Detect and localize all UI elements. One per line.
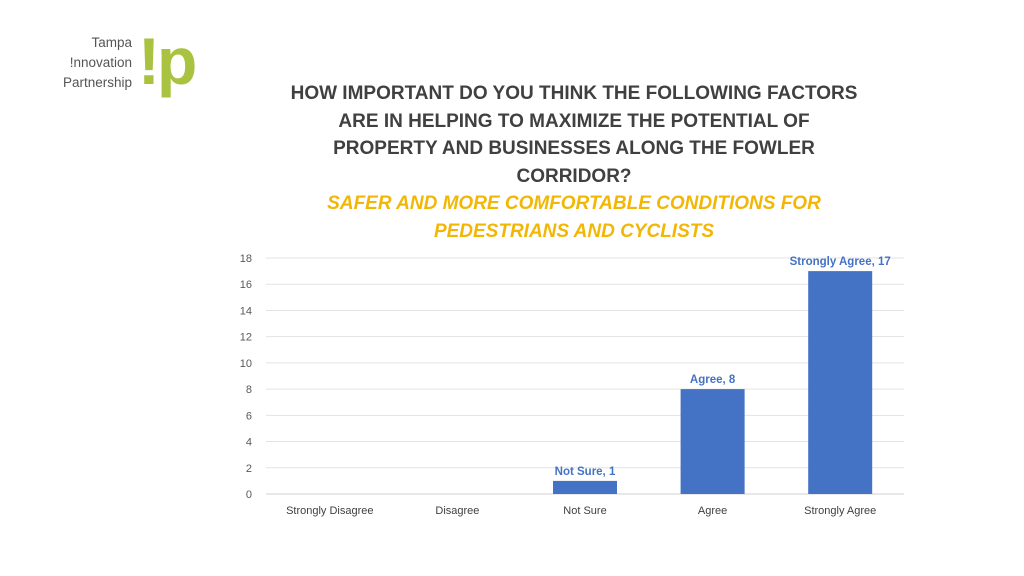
chart-subtitle: SAFER AND MORE COMFORTABLE CONDITIONS FO… [327,193,821,242]
y-tick-label: 14 [240,305,252,317]
y-tick-label: 18 [240,253,252,265]
x-category-label: Agree [698,505,727,517]
y-tick-label: 8 [246,384,252,396]
tampa-innovation-logo: Tampa !nnovation Partnership !p [58,24,208,110]
y-tick-label: 2 [246,463,252,475]
chart-title: HOW IMPORTANT DO YOU THINK THE FOLLOWING… [290,83,858,187]
bar-not-sure [553,480,617,494]
x-category-label: Disagree [435,505,479,517]
data-label: Not Sure, 1 [555,466,616,478]
y-tick-label: 0 [246,489,252,501]
y-tick-label: 12 [240,332,252,344]
bar-strongly-agree [808,271,873,494]
bar-agree [680,389,745,494]
x-category-label: Strongly Agree [804,505,876,517]
y-tick-label: 10 [240,358,252,370]
logo-line-1: Tampa [91,35,132,50]
logo-text: Tampa !nnovation Partnership [63,33,132,93]
logo-line-2: !nnovation [69,55,132,70]
logo-line-3: Partnership [62,75,132,90]
data-label: Agree, 8 [690,374,736,386]
x-category-label: Strongly Disagree [286,505,373,517]
logo-mark-icon: !p [138,24,197,98]
y-tick-label: 6 [246,410,252,422]
y-tick-label: 16 [240,279,252,291]
y-tick-label: 4 [246,437,252,449]
data-label: Strongly Agree, 17 [790,256,891,268]
x-category-label: Not Sure [563,505,606,517]
